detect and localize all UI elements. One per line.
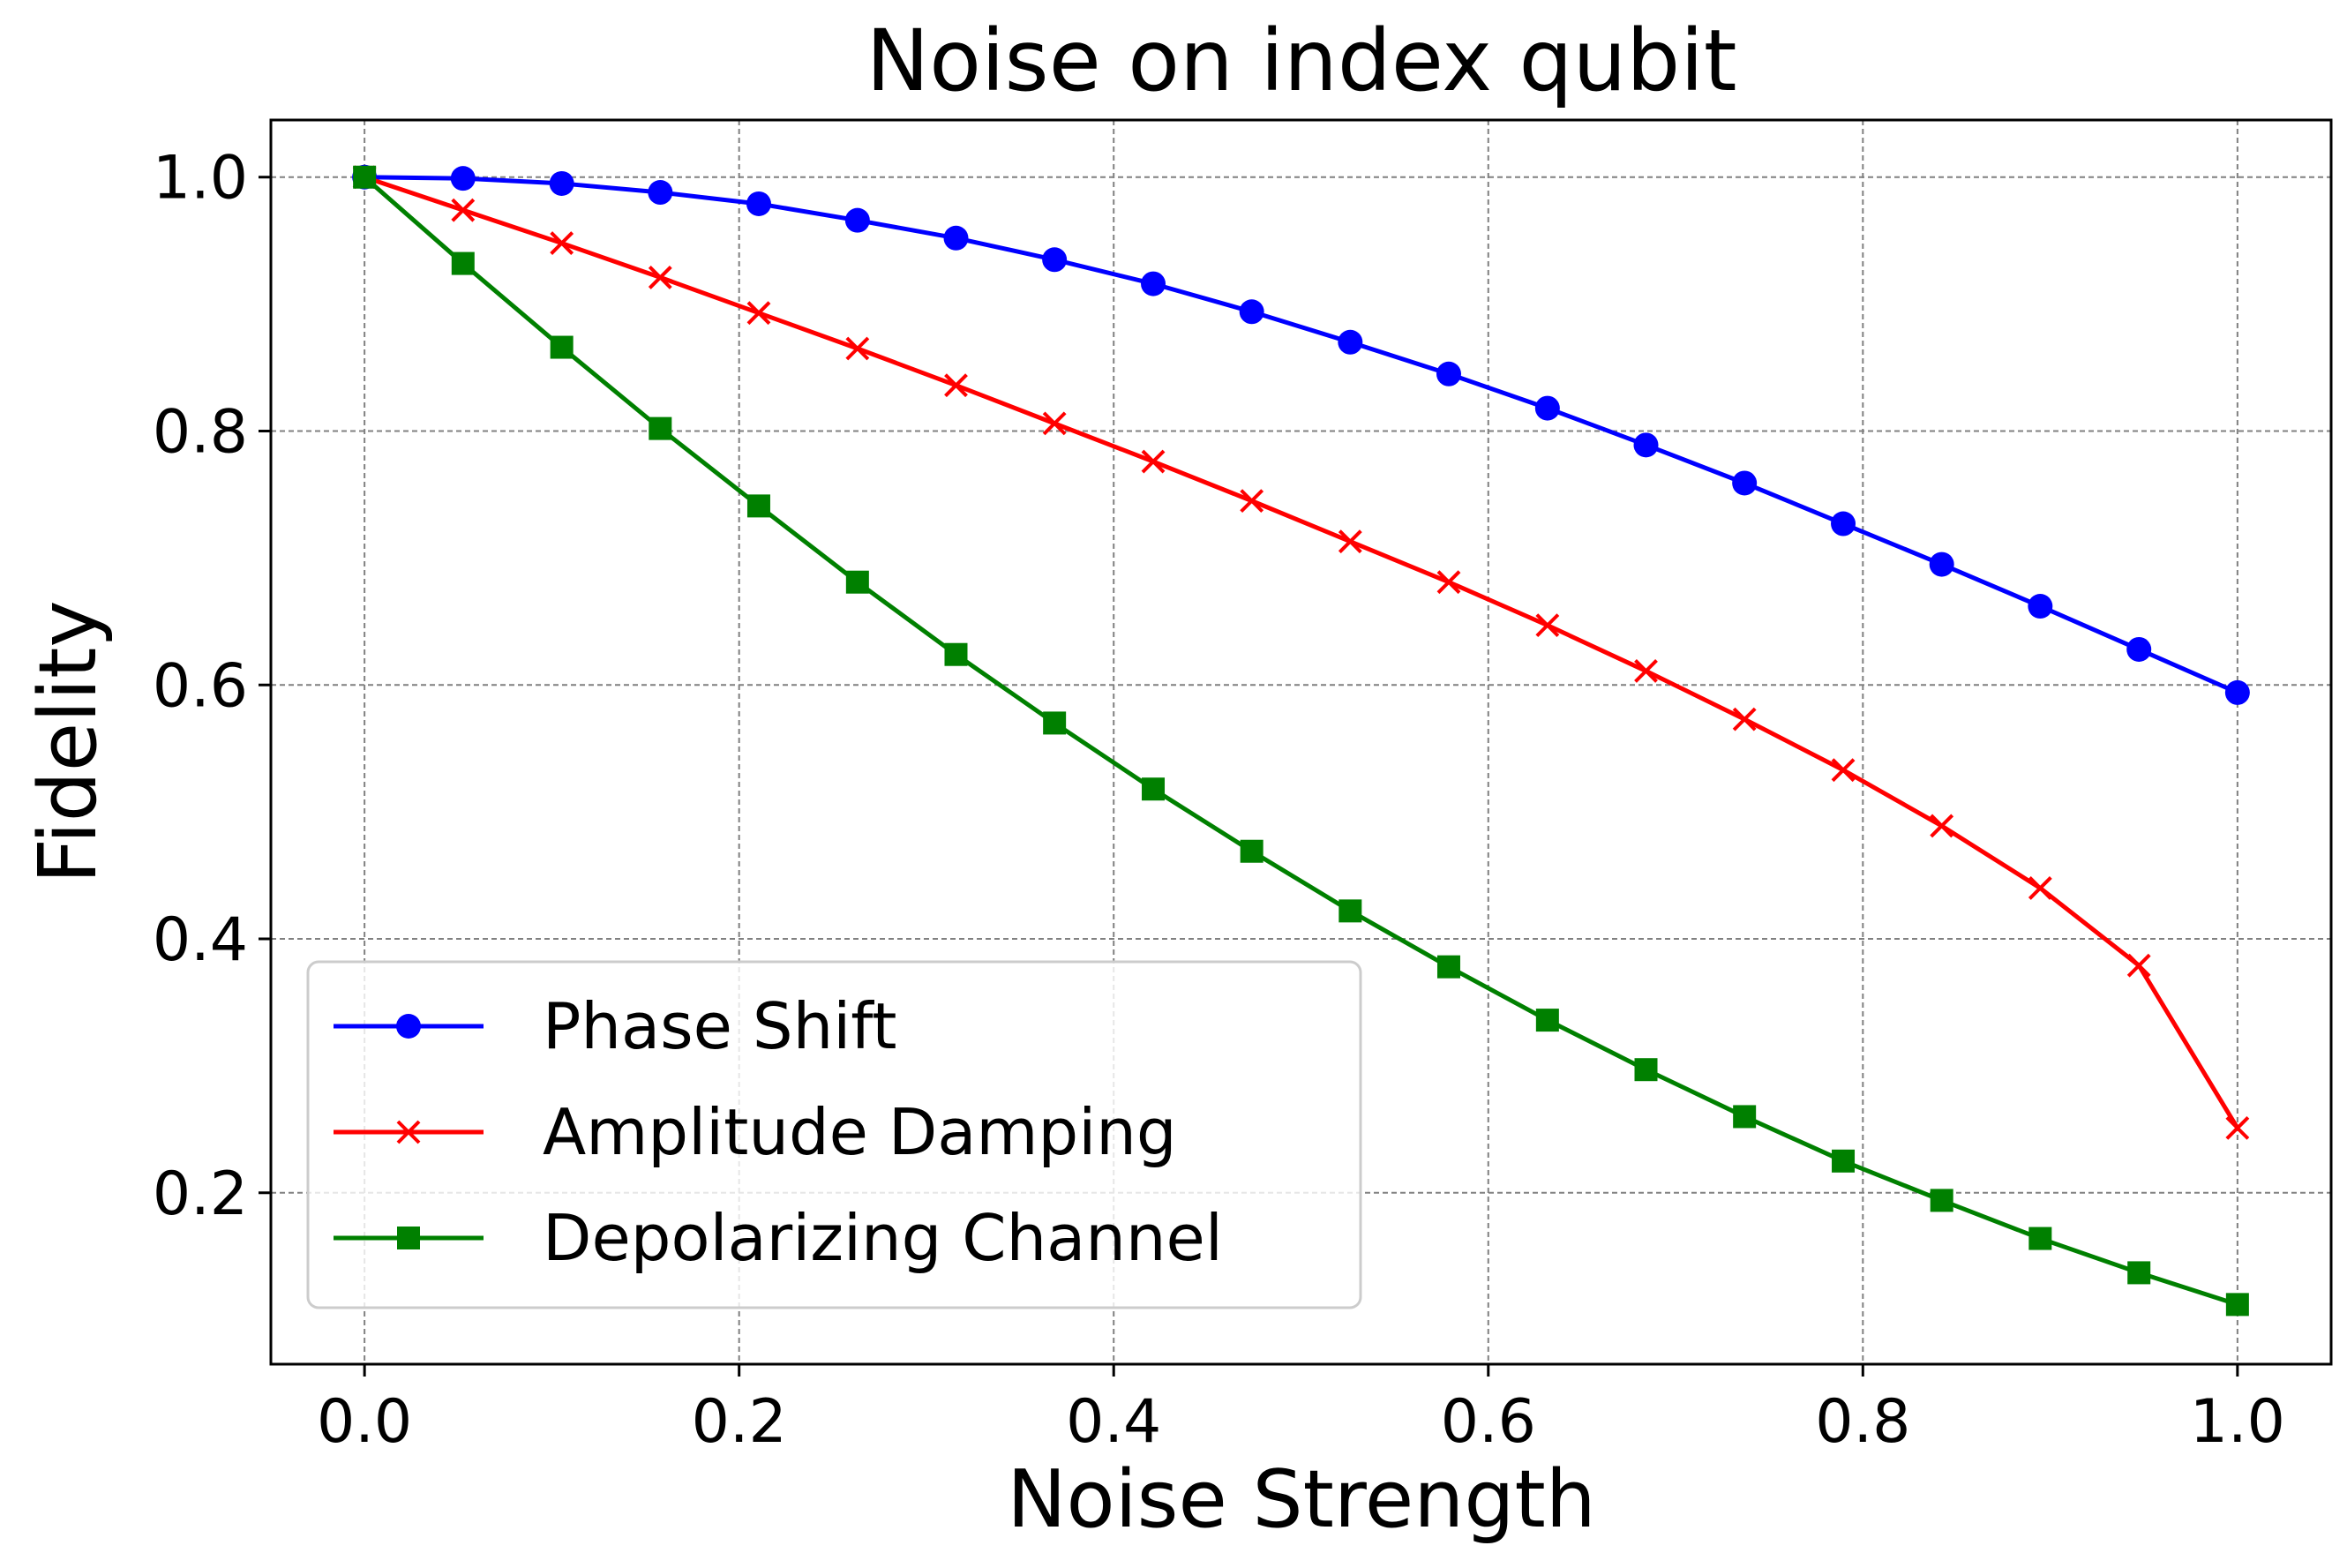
data-point bbox=[1534, 395, 1560, 421]
data-point bbox=[845, 336, 870, 361]
series-2 bbox=[353, 165, 2249, 1317]
data-point bbox=[1535, 1009, 1559, 1032]
data-point bbox=[649, 416, 672, 440]
data-point bbox=[2126, 636, 2152, 662]
x-axis-label: Noise Strength bbox=[1007, 1453, 1596, 1546]
data-point bbox=[1535, 613, 1560, 638]
data-point bbox=[1042, 247, 1068, 273]
data-point bbox=[1930, 1189, 1953, 1212]
legend-marker bbox=[396, 1120, 421, 1144]
data-point bbox=[2028, 594, 2053, 619]
data-point bbox=[1436, 361, 1461, 386]
data-point bbox=[1436, 955, 1460, 979]
legend-entry: Depolarizing Channel bbox=[334, 1201, 1223, 1275]
data-point bbox=[1732, 707, 1757, 731]
series-line bbox=[364, 175, 2238, 695]
data-point bbox=[353, 165, 377, 189]
legend-entry: Phase Shift bbox=[334, 989, 897, 1063]
data-point bbox=[1338, 529, 1362, 554]
y-axis-label: Fidelity bbox=[22, 600, 115, 883]
legend-label: Amplitude Damping bbox=[543, 1095, 1177, 1169]
data-point bbox=[943, 225, 969, 251]
data-point bbox=[1930, 814, 1954, 838]
y-tick-label: 0.6 bbox=[153, 651, 248, 721]
legend-label: Depolarizing Channel bbox=[543, 1201, 1223, 1275]
data-point bbox=[2126, 953, 2151, 978]
y-tick-label: 0.8 bbox=[153, 398, 248, 468]
data-point bbox=[2225, 1293, 2249, 1317]
data-point bbox=[1832, 1149, 1856, 1173]
x-tick-label: 0.2 bbox=[692, 1387, 787, 1457]
data-point bbox=[1142, 777, 1166, 801]
legend-marker bbox=[396, 1014, 421, 1039]
data-point bbox=[1634, 1058, 1658, 1082]
data-point bbox=[944, 373, 968, 398]
data-point bbox=[1929, 551, 1954, 577]
data-point bbox=[1831, 758, 1856, 783]
chart-title: Noise on index qubit bbox=[866, 11, 1736, 110]
data-point bbox=[944, 642, 968, 666]
data-point bbox=[1733, 1105, 1757, 1129]
legend: Phase Shift Amplitude Damping Depolarizing… bbox=[306, 960, 1362, 1309]
plot-series bbox=[352, 164, 2250, 1317]
legend-label: Phase Shift bbox=[543, 989, 897, 1063]
data-point bbox=[1732, 470, 1758, 496]
x-tick-label: 0.4 bbox=[1066, 1387, 1161, 1457]
legend-box bbox=[306, 960, 1362, 1309]
data-point bbox=[1239, 299, 1264, 325]
data-point bbox=[451, 198, 476, 222]
data-point bbox=[450, 166, 476, 191]
data-point bbox=[1338, 899, 1362, 923]
data-point bbox=[550, 335, 574, 359]
data-point bbox=[1436, 570, 1461, 595]
x-tick-label: 0.8 bbox=[1815, 1387, 1910, 1457]
data-point bbox=[2028, 876, 2052, 900]
data-point bbox=[550, 231, 574, 255]
data-point bbox=[648, 180, 673, 206]
data-point bbox=[1831, 511, 1856, 536]
plot-frame bbox=[269, 118, 2333, 1366]
x-tick-label: 0.0 bbox=[317, 1387, 412, 1457]
data-point bbox=[1043, 711, 1067, 735]
legend-marker bbox=[397, 1227, 420, 1249]
data-point bbox=[1042, 411, 1067, 436]
data-point bbox=[549, 170, 574, 196]
data-point bbox=[451, 251, 475, 275]
y-tick-label: 0.2 bbox=[153, 1159, 248, 1229]
y-tick-label: 1.0 bbox=[153, 144, 248, 214]
series-line bbox=[364, 175, 2240, 1129]
data-point bbox=[1634, 659, 1658, 683]
data-point bbox=[1141, 449, 1166, 474]
y-tick-label: 0.4 bbox=[153, 905, 248, 975]
data-point bbox=[746, 191, 771, 216]
data-point bbox=[746, 494, 770, 518]
axis-ticks: 0.0 0.2 0.4 0.6 0.8 1.0 0.2 0.4 0.6 0.8 1.0 bbox=[153, 144, 2285, 1457]
data-point bbox=[746, 301, 771, 326]
data-point bbox=[2225, 1115, 2250, 1140]
legend-entry: Amplitude Damping bbox=[334, 1095, 1177, 1169]
data-point bbox=[844, 207, 870, 233]
data-point bbox=[1338, 329, 1363, 355]
grid bbox=[271, 120, 2331, 1364]
data-point bbox=[1633, 432, 1659, 458]
data-point bbox=[2224, 679, 2250, 705]
series-0 bbox=[352, 164, 2250, 705]
data-point bbox=[1141, 271, 1166, 296]
data-point bbox=[2028, 1227, 2052, 1250]
data-point bbox=[2127, 1261, 2151, 1285]
data-point bbox=[648, 265, 672, 289]
x-tick-label: 0.6 bbox=[1441, 1387, 1536, 1457]
series-line bbox=[363, 175, 2238, 1307]
x-tick-label: 1.0 bbox=[2190, 1387, 2285, 1457]
data-point bbox=[1240, 839, 1263, 863]
data-point bbox=[845, 570, 869, 594]
data-point bbox=[1240, 489, 1264, 514]
